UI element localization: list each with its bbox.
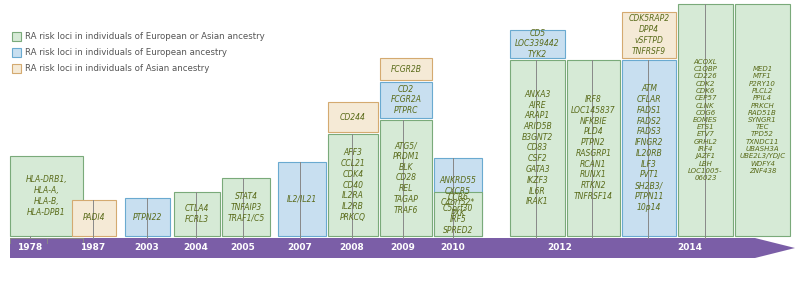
Text: 1987: 1987 (80, 243, 106, 253)
Text: ANKRD55
CXCR5
C4orf52*
PXK: ANKRD55 CXCR5 C4orf52* PXK (440, 176, 477, 218)
Text: PADI4: PADI4 (83, 214, 105, 223)
Text: AFF3
CCL21
CDK4
CD40
IL2RA
IL2RB
PRKCQ: AFF3 CCL21 CDK4 CD40 IL2RA IL2RB PRKCQ (340, 148, 366, 222)
Bar (12, 48, 21, 57)
Text: ANXA3
AIRE
ARAP1
ARID5B
B3GNT2
CD83
CSF2
GATA3
IKZF3
IL6R
IRAK1: ANXA3 AIRE ARAP1 ARID5B B3GNT2 CD83 CSF2… (522, 90, 553, 206)
Bar (510, 30, 565, 58)
Text: 2012: 2012 (548, 243, 573, 253)
Bar (328, 134, 378, 236)
Bar (125, 198, 170, 236)
Text: 2008: 2008 (340, 243, 364, 253)
Text: ATG5/
PRDM1
BLK
CD28
REL
TAGAP
TRAF6: ATG5/ PRDM1 BLK CD28 REL TAGAP TRAF6 (392, 141, 420, 215)
Bar (174, 192, 220, 236)
Bar (222, 178, 270, 236)
Text: 2010: 2010 (441, 243, 465, 253)
Bar (380, 58, 432, 80)
Text: ATM
CFLAR
FADS1
FADS2
FADS3
IFNGR2
IL20RB
ILF3
PVT1
SH2B3/
PTPN11
10p14: ATM CFLAR FADS1 FADS2 FADS3 IFNGR2 IL20R… (634, 84, 664, 212)
Text: 1978: 1978 (18, 243, 42, 253)
Text: IL2/IL21: IL2/IL21 (287, 194, 317, 204)
Text: ACOXL
C1QBP
CD226
CDK2
CDK6
CEP57
CLNK
COG6
EOMES
ETS1
ETV7
GRHL2
IRF4
JAZF1
LBH: ACOXL C1QBP CD226 CDK2 CDK6 CEP57 CLNK C… (688, 59, 723, 181)
Text: CD244: CD244 (340, 112, 366, 122)
Text: CD2
FCGR2A
PTPRC: CD2 FCGR2A PTPRC (391, 85, 421, 115)
Text: 2007: 2007 (288, 243, 312, 253)
Bar (434, 158, 482, 236)
Bar (678, 4, 733, 236)
Bar (12, 64, 21, 73)
Polygon shape (755, 238, 795, 258)
Text: RA risk loci in individuals of European ancestry: RA risk loci in individuals of European … (25, 48, 227, 57)
Text: RA risk loci in individuals of European or Asian ancestry: RA risk loci in individuals of European … (25, 32, 265, 41)
Text: 2005: 2005 (231, 243, 256, 253)
Bar (10, 156, 83, 236)
Text: CD5
LOC339442
TYK2: CD5 LOC339442 TYK2 (515, 29, 560, 59)
Text: 2009: 2009 (391, 243, 416, 253)
Text: STAT4
TNFAIP3
TRAF1/C5: STAT4 TNFAIP3 TRAF1/C5 (227, 192, 264, 222)
Text: CTLA4
FCRL3: CTLA4 FCRL3 (185, 204, 209, 224)
Bar (622, 60, 676, 236)
Bar (278, 162, 326, 236)
Text: 2014: 2014 (678, 243, 702, 253)
Text: CDK5RAP2
DPP4
vSFTPD
TNFRSF9: CDK5RAP2 DPP4 vSFTPD TNFRSF9 (629, 14, 670, 55)
Text: CCR6
C5orf30
IRF5
SPRED2: CCR6 C5orf30 IRF5 SPRED2 (443, 193, 473, 235)
Text: HLA-DRB1,
HLA-A,
HLA-B,
HLA-DPB1: HLA-DRB1, HLA-A, HLA-B, HLA-DPB1 (26, 175, 67, 217)
Bar (72, 200, 116, 236)
Text: IRF8
LOC145837
NFKBIE
PLD4
PTPN2
RASGRP1
RCAN1
RUNX1
RTKN2
TNFRSF14: IRF8 LOC145837 NFKBIE PLD4 PTPN2 RASGRP1… (571, 95, 616, 201)
Bar (510, 60, 565, 236)
Text: RA risk loci in individuals of Asian ancestry: RA risk loci in individuals of Asian anc… (25, 64, 209, 73)
Bar (622, 12, 676, 58)
Bar (380, 82, 432, 118)
Text: MED1
MTF1
P2RY10
PLCL2
PPIL4
PRKCH
RAD51B
SYNGR1
TEC
TPD52
TXNDC11
UBASH3A
UBE2L: MED1 MTF1 P2RY10 PLCL2 PPIL4 PRKCH RAD51… (739, 66, 786, 174)
Bar (12, 32, 21, 41)
Bar (735, 4, 790, 236)
Text: 2004: 2004 (183, 243, 208, 253)
Bar (434, 192, 482, 236)
Bar (380, 120, 432, 236)
Bar (567, 60, 620, 236)
Bar (328, 102, 378, 132)
Text: FCGR2B: FCGR2B (391, 65, 421, 74)
Text: 2003: 2003 (135, 243, 159, 253)
Text: PTPN22: PTPN22 (133, 212, 162, 221)
Bar (10, 238, 755, 258)
